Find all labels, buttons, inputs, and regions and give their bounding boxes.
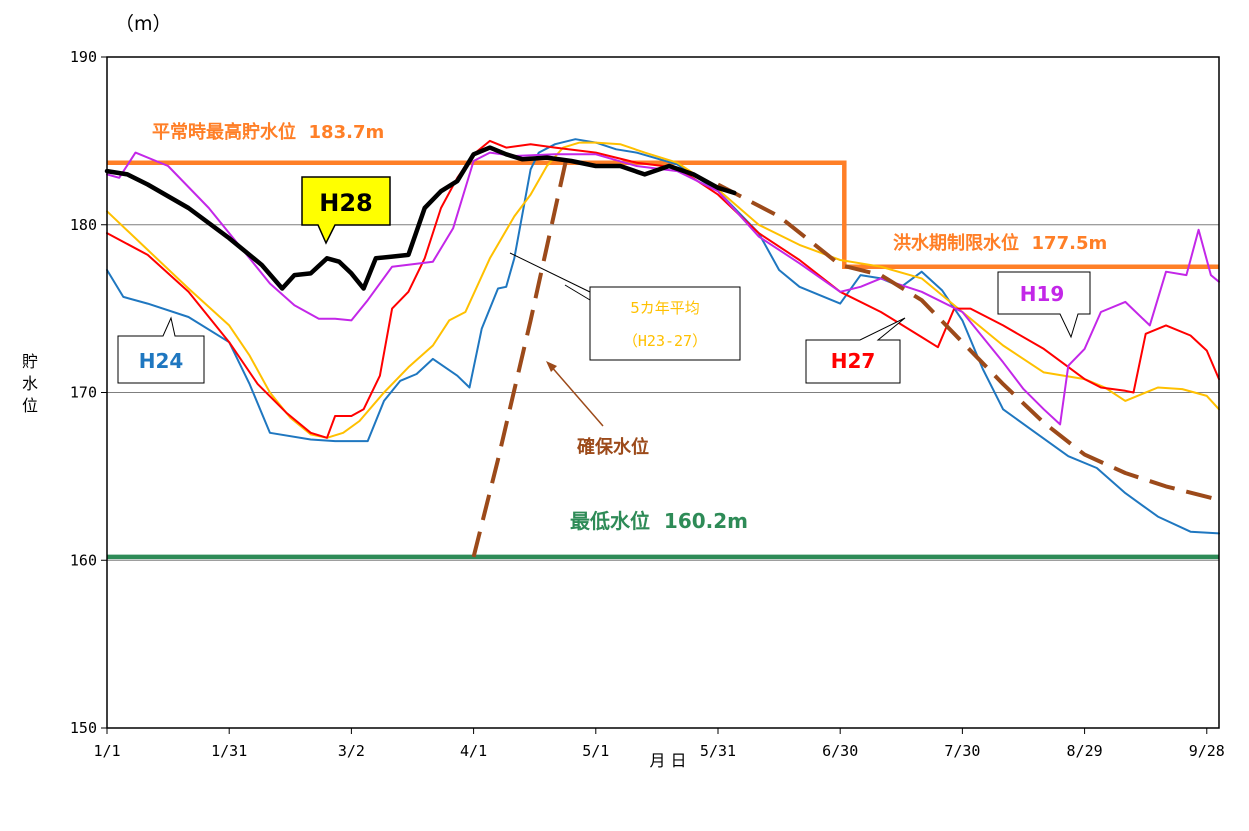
- y-tick-label: 160: [70, 551, 97, 569]
- h28-callout: H28: [301, 176, 391, 245]
- h27-label: H27: [831, 349, 876, 373]
- reference-line-0: [107, 160, 1219, 269]
- h19-label: H19: [1020, 282, 1065, 306]
- secured-level-label: 確保水位: [577, 436, 649, 458]
- x-tick-label: 5/31: [700, 742, 736, 760]
- x-tick-label: 9/28: [1189, 742, 1225, 760]
- y-axis-label: 貯水位: [22, 352, 38, 415]
- y-tick-label: 170: [70, 384, 97, 402]
- x-tick-label: 7/30: [944, 742, 980, 760]
- min-level-label: 最低水位 160.2m: [570, 509, 748, 533]
- average-period-label: （H23-27）: [623, 332, 707, 350]
- h28-label: H28: [319, 189, 372, 217]
- gridlines: [107, 224, 1219, 561]
- average-callout: 5カ年平均 （H23-27）: [509, 252, 741, 361]
- series-line-6: [717, 182, 1220, 502]
- y-tick-label: 190: [70, 48, 97, 66]
- y-tick-label: 180: [70, 216, 97, 234]
- reference-lines: [107, 160, 1219, 560]
- x-tick-label: 3/2: [338, 742, 365, 760]
- x-axis-ticks: 1/1 1/31 3/2 4/1 5/1 5/31 6/30 7/30 8/29 9/28: [93, 728, 1225, 760]
- x-tick-label: 1/1: [93, 742, 120, 760]
- x-axis-label: 月 日: [649, 751, 686, 770]
- series-line-5: [471, 153, 570, 558]
- flood-limit-level-label: 洪水期制限水位 177.5m: [893, 232, 1107, 254]
- series-line-1: [106, 139, 1220, 439]
- x-tick-label: 8/29: [1067, 742, 1103, 760]
- average-label: 5カ年平均: [630, 299, 700, 317]
- y-tick-label: 150: [70, 719, 97, 737]
- series-lines: [104, 138, 1220, 558]
- secured-level-callout: 確保水位: [546, 361, 649, 458]
- x-tick-label: 6/30: [822, 742, 858, 760]
- h19-callout: H19: [997, 271, 1091, 339]
- h24-label: H24: [139, 349, 184, 373]
- h24-callout: H24: [117, 316, 205, 384]
- series-line-0: [104, 145, 737, 291]
- series-line-4: [106, 151, 1220, 426]
- y-unit-label: （m）: [115, 13, 172, 35]
- normal-max-level-label: 平常時最高貯水位 183.7m: [152, 121, 384, 143]
- h27-callout: H27: [805, 317, 906, 384]
- x-tick-label: 4/1: [460, 742, 487, 760]
- x-tick-label: 1/31: [211, 742, 247, 760]
- svg-text:貯水位: 貯水位: [22, 352, 38, 415]
- y-axis-ticks: 150 160 170 180 190: [70, 48, 107, 737]
- x-tick-label: 5/1: [582, 742, 609, 760]
